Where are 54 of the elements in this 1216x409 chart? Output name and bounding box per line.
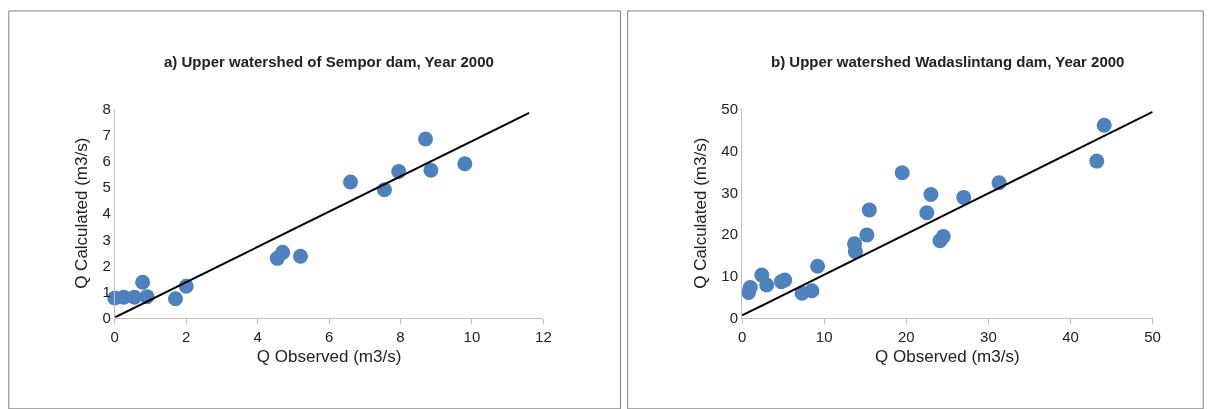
point — [457, 156, 473, 172]
point — [894, 165, 910, 181]
x-tick-label: 8 — [396, 327, 405, 345]
x-tick-label: 10 — [463, 327, 481, 345]
point — [847, 244, 863, 260]
x-tick-label: 50 — [1144, 327, 1161, 345]
x-tick-label: 12 — [535, 327, 552, 345]
y-tick-label: 0 — [102, 308, 111, 326]
chart-title: a) Upper watershed of Sempor dam, Year 2000 — [164, 53, 494, 70]
point — [343, 174, 359, 190]
y-tick-label: 5 — [102, 178, 111, 196]
y-axis-title: Q Calculated (m3/s) — [71, 137, 91, 289]
y-tick-label: 6 — [102, 152, 111, 170]
point — [859, 227, 875, 243]
y-tick-label: 2 — [102, 256, 111, 274]
point — [777, 272, 793, 288]
y-tick-label: 50 — [721, 100, 739, 118]
point — [293, 248, 309, 264]
y-axis-title: Q Calculated (m3/s) — [690, 137, 710, 289]
y-tick-label: 0 — [729, 308, 739, 326]
x-tick-label: 40 — [1062, 327, 1079, 345]
y-tick-label: 1 — [102, 282, 111, 300]
point — [135, 274, 151, 290]
chart-title: b) Upper watershed Wadaslintang dam, Year 2000 — [771, 53, 1125, 70]
point — [804, 283, 820, 299]
point — [1089, 153, 1105, 169]
x-tick-label: 30 — [980, 327, 997, 345]
point — [1096, 117, 1112, 133]
x-tick-label: 4 — [253, 327, 262, 345]
y-tick-label: 30 — [721, 183, 739, 201]
point — [923, 186, 939, 202]
point — [810, 258, 826, 274]
y-tick-label: 10 — [721, 267, 739, 285]
x-tick-label: 20 — [897, 327, 915, 345]
y-tick-label: 4 — [102, 204, 111, 222]
point — [418, 131, 434, 147]
y-tick-label: 3 — [102, 230, 111, 248]
y-tick-label: 20 — [721, 225, 739, 243]
point — [423, 162, 439, 178]
x-tick-label: 6 — [324, 327, 334, 345]
point — [956, 189, 972, 205]
x-tick-label: 2 — [182, 327, 191, 345]
point — [861, 202, 877, 218]
x-axis-title: Q Observed (m3/s) — [256, 346, 402, 366]
y-tick-label: 7 — [102, 126, 111, 144]
x-tick-label: 10 — [815, 327, 833, 345]
x-axis-title: Q Observed (m3/s) — [875, 346, 1020, 366]
y-tick-label: 8 — [102, 100, 111, 118]
point — [935, 229, 951, 245]
point — [759, 277, 775, 293]
point — [167, 291, 183, 307]
point — [275, 244, 291, 260]
y-tick-label: 40 — [721, 141, 739, 159]
point — [919, 205, 935, 221]
